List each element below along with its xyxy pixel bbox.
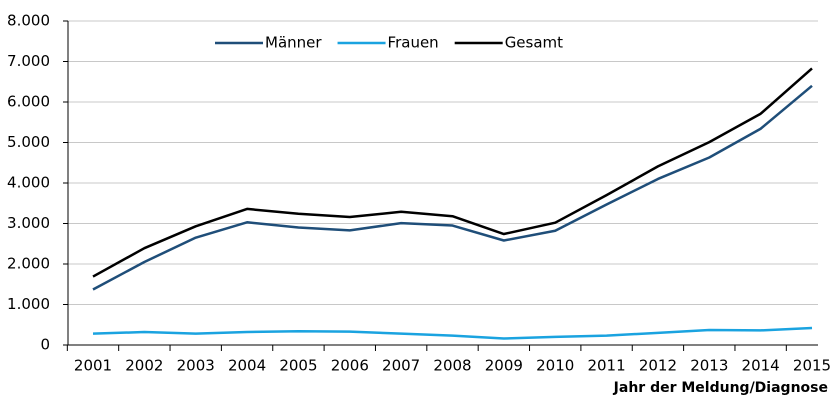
- y-tick-label: 1.000: [7, 295, 50, 313]
- x-tick-label: 2005: [279, 357, 317, 375]
- x-tick-label: 2007: [382, 357, 420, 375]
- legend-label: Frauen: [388, 34, 439, 52]
- x-tick-label: 2010: [536, 357, 574, 375]
- x-tick-label: 2011: [587, 357, 625, 375]
- y-tick-label: 2.000: [7, 255, 50, 273]
- y-tick-label: 4.000: [7, 174, 50, 192]
- x-axis-title: Jahr der Meldung/Diagnose: [613, 380, 828, 396]
- x-tick-label: 2004: [228, 357, 266, 375]
- x-tick-label: 2002: [125, 357, 163, 375]
- x-tick-label: 2009: [485, 357, 523, 375]
- y-tick-label: 0: [40, 336, 50, 354]
- x-tick-label: 2003: [177, 357, 215, 375]
- x-tick-label: 2006: [331, 357, 369, 375]
- legend-label: Gesamt: [505, 34, 563, 52]
- series-line: [92, 67, 813, 278]
- x-tick-label: 2014: [742, 357, 780, 375]
- x-tick-label: 2012: [639, 357, 677, 375]
- series-line: [92, 84, 813, 291]
- y-tick-label: 3.000: [7, 214, 50, 232]
- x-tick-label: 2001: [74, 357, 112, 375]
- legend-label: Männer: [265, 34, 322, 52]
- y-tick-label: 8.000: [7, 12, 50, 30]
- x-tick-label: 2008: [433, 357, 471, 375]
- x-tick-label: 2015: [793, 357, 831, 375]
- y-tick-label: 6.000: [7, 93, 50, 111]
- y-tick-label: 5.000: [7, 133, 50, 151]
- x-tick-label: 2013: [690, 357, 728, 375]
- series-line: [92, 326, 813, 340]
- y-tick-label: 7.000: [7, 52, 50, 70]
